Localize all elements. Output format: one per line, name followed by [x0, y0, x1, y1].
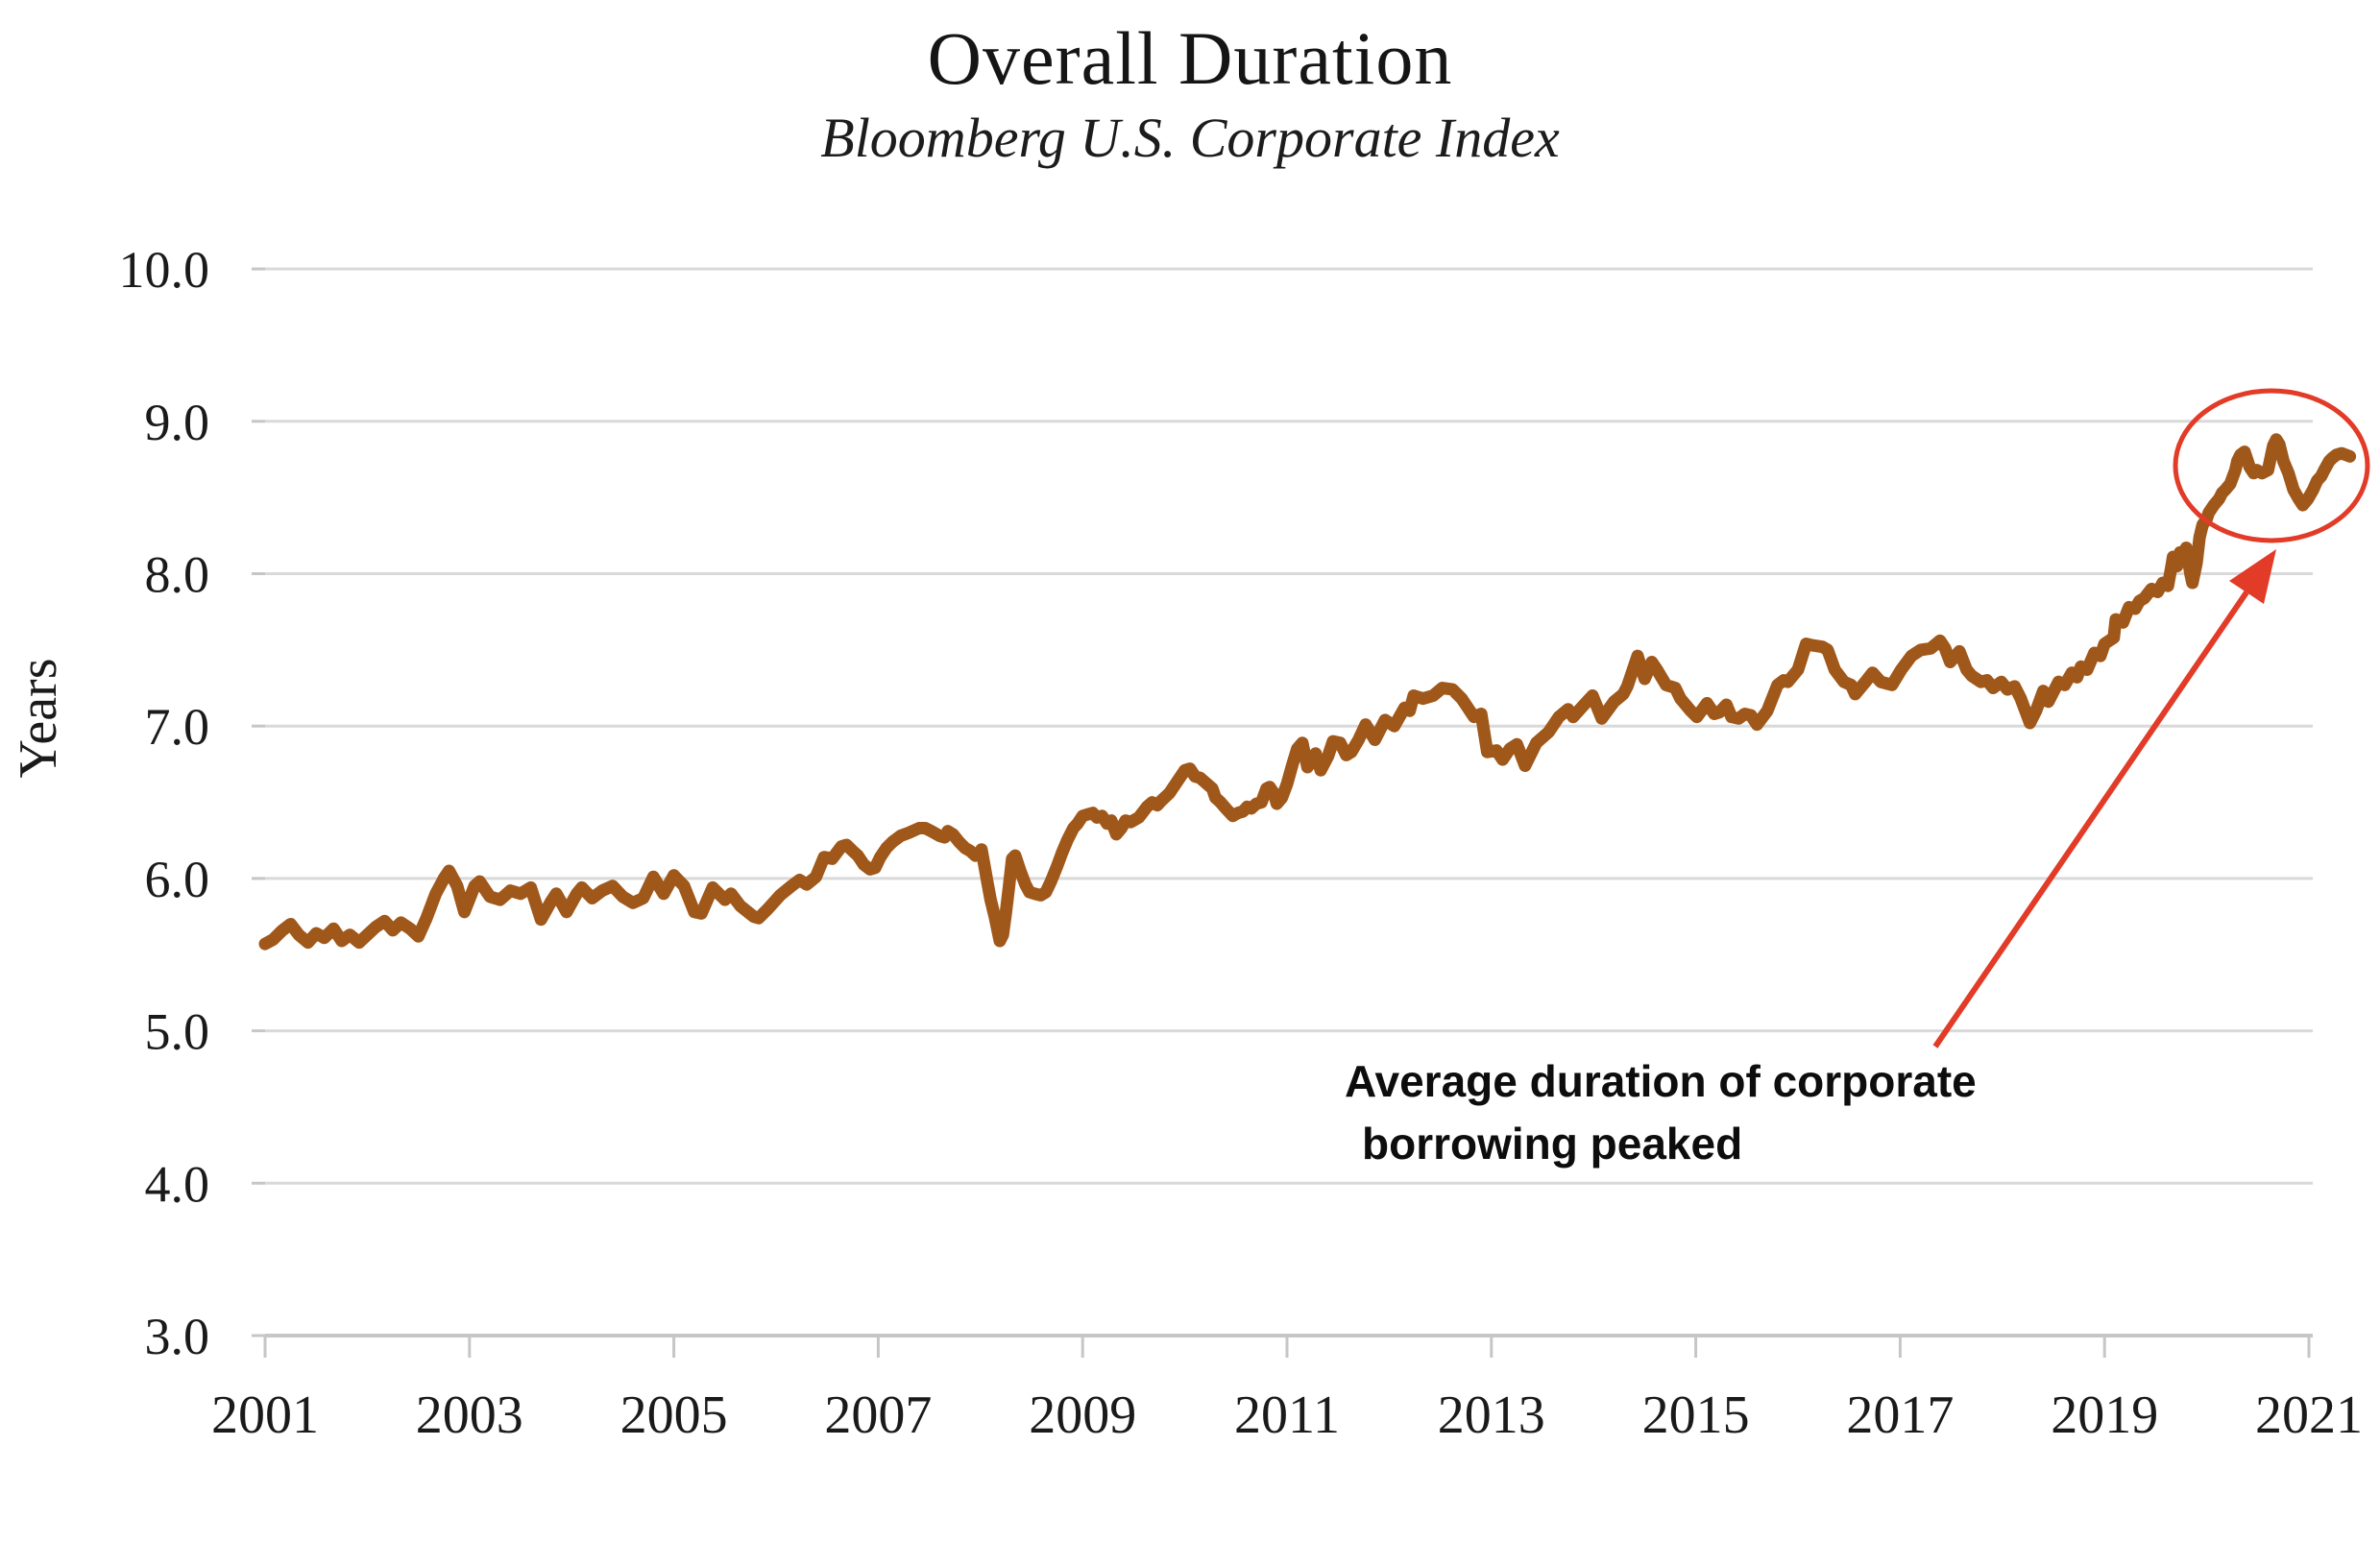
annotation-arrow-shaft	[1932, 590, 2249, 1048]
y-tick-label: 3.0	[145, 1308, 210, 1365]
y-axis-tick-labels: 10.0 9.0 8.0 7.0 6.0 5.0 4.0 3.0	[119, 241, 210, 1365]
x-axis-tick-marks	[263, 1336, 2311, 1358]
x-tick-label: 2019	[2051, 1385, 2158, 1445]
x-tick-label: 2017	[1846, 1385, 1954, 1445]
y-tick-label: 6.0	[145, 851, 210, 908]
chart-title: Overall Duration	[927, 16, 1453, 100]
duration-series-line	[258, 433, 2357, 951]
peak-highlight-ellipse	[2173, 388, 2370, 543]
y-tick-label: 7.0	[145, 698, 210, 756]
chart-subtitle: Bloomberg U.S. Corporate Index	[820, 107, 1560, 169]
y-tick-label: 5.0	[145, 1003, 210, 1061]
annotation-line-1: Average duration of corporate	[1345, 1056, 1977, 1106]
annotation-text: Average duration of corporate borrowing …	[1345, 1050, 2017, 1176]
x-tick-label: 2011	[1234, 1385, 1340, 1445]
x-tick-label: 2013	[1438, 1385, 1545, 1445]
y-tick-label: 10.0	[119, 241, 210, 299]
annotation-line-2: borrowing peaked	[1362, 1119, 1743, 1169]
x-tick-label: 2009	[1029, 1385, 1136, 1445]
gridlines	[265, 267, 2313, 1337]
x-tick-label: 2007	[824, 1385, 932, 1445]
annotation-arrowhead-icon	[2229, 549, 2276, 604]
x-tick-label: 2015	[1642, 1385, 1750, 1445]
y-tick-label: 8.0	[145, 546, 210, 604]
x-axis-tick-labels: 2001 2003 2005 2007 2009 2011 2013 2015 2017 2019…	[211, 1385, 2363, 1445]
x-tick-label: 2021	[2255, 1385, 2363, 1445]
y-axis-tick-marks	[252, 267, 265, 1337]
x-tick-label: 2003	[416, 1385, 523, 1445]
y-axis-title: Years	[9, 659, 68, 779]
y-tick-label: 9.0	[145, 394, 210, 451]
x-tick-label: 2001	[211, 1385, 319, 1445]
annotation-arrow	[1932, 549, 2276, 1048]
y-tick-label: 4.0	[145, 1155, 210, 1213]
x-tick-label: 2005	[620, 1385, 728, 1445]
